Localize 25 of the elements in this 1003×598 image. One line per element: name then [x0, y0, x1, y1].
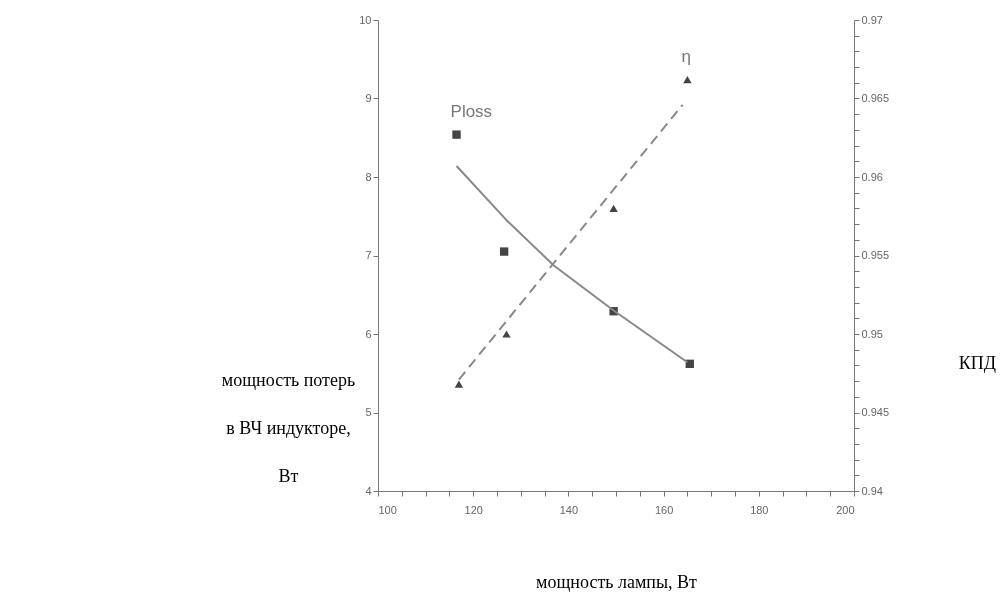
y-tick-label: 5	[365, 406, 372, 418]
y2-tick-label: 0.95	[861, 327, 883, 340]
y2-axis-title: КПД	[958, 352, 997, 373]
y2-tick-label: 0.965	[861, 92, 890, 104]
x-axis-title: мощность лампы, Вт	[536, 571, 698, 592]
y-tick-label: 6	[365, 327, 372, 340]
x-tick-label: 140	[559, 503, 579, 516]
y2-tick-label: 0.955	[861, 249, 890, 261]
y-tick-label: 10	[359, 13, 372, 26]
x-tick-label: 100	[378, 503, 397, 516]
y2-tick-label: 0.97	[861, 13, 883, 26]
series-label: Ploss	[450, 101, 493, 121]
x-tick-label: 200	[836, 503, 855, 516]
text: мощность потерь в ВЧ индукторе, Вт	[221, 369, 356, 486]
y-tick-label: 8	[365, 170, 372, 183]
series-label: η	[681, 46, 691, 66]
y2-tick-label: 0.96	[861, 170, 883, 183]
x-tick-label: 180	[750, 503, 769, 516]
y2-tick-label: 0.945	[861, 406, 890, 418]
x-tick-label: 160	[654, 503, 674, 516]
y2-tick-label: 0.94	[861, 484, 883, 497]
y-tick-label: 7	[365, 249, 372, 261]
y-tick-label: 4	[365, 484, 372, 497]
y-tick-label: 9	[365, 92, 372, 104]
x-tick-label: 120	[464, 503, 483, 516]
